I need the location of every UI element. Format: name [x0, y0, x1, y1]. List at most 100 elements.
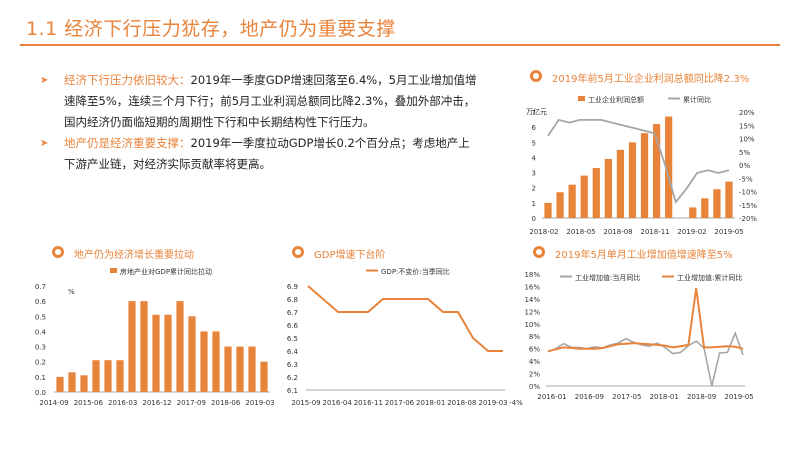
y-tick-label: 6.5	[287, 335, 298, 343]
x-tick-label: 2019-05	[724, 393, 753, 401]
x-tick-label: 2016-12	[142, 399, 171, 407]
x-tick-label: 2018-08	[603, 228, 632, 236]
realestate-bar	[152, 314, 160, 392]
realestate-bar	[248, 346, 256, 392]
chart-realestate: % 房地产业对GDP累计同比拉动 0.7 0.6 0.5 0.4 0.3 0.2 0.1 0.0 2…	[35, 267, 275, 407]
profit-bar	[556, 192, 564, 218]
chart-bullet-icon	[292, 246, 304, 258]
x-tick-label: 2014-09	[39, 399, 68, 407]
left-unit-label: 万亿元	[526, 107, 547, 116]
legend-label: GDP:不变价:当季同比	[381, 267, 450, 276]
profit-bar	[628, 142, 637, 218]
realestate-bar	[56, 376, 64, 392]
arrow-icon: ➤	[40, 138, 49, 149]
profit-bar	[604, 158, 612, 218]
x-tick-label: 2019-03	[478, 399, 507, 407]
y-tick-label: 7	[532, 109, 536, 117]
x-tick-label: 2018-02	[529, 228, 558, 236]
arrow-icon: ➤	[40, 75, 49, 86]
realestate-bar	[68, 372, 76, 392]
chart-gdp: GDP:不变价:当季同比 6.9 6.8 6.7 6.6 6.5 6.4 6.3 6.2 6.1 2…	[287, 267, 523, 407]
y-tick-label: 6.7	[287, 309, 298, 317]
legend-label: 工业增加值:累计同比	[677, 273, 742, 282]
gdp-line	[307, 285, 503, 352]
y-tick-label: 4%	[529, 358, 540, 366]
x-tick-label: 2018-05	[566, 228, 595, 236]
y2-tick-label: 10%	[739, 136, 755, 144]
profit-bar	[568, 184, 576, 218]
x-tick-label: 2018-11	[640, 228, 669, 236]
x-tick-label: 2019-02	[677, 228, 706, 236]
bullet-text: 2019年一季度拉动GDP增长0.2个百分点；考虑地产上下游产业链，对经济实际贡…	[64, 136, 470, 171]
y-tick-label: 5	[532, 139, 536, 147]
realestate-bar	[140, 301, 148, 392]
realestate-bar	[164, 314, 172, 392]
x-tick-label: 2018-08	[447, 399, 476, 407]
y-tick-label: 0.5	[35, 313, 46, 321]
realestate-bar	[128, 301, 136, 392]
x-tick-label: 2016-04	[323, 399, 353, 407]
industry-series-line	[547, 330, 744, 387]
chart-bullet-icon	[533, 246, 545, 258]
x-tick-label: 2018-09	[687, 393, 716, 401]
y-tick-label: 0.3	[35, 344, 46, 352]
chart-bullet-icon	[52, 246, 64, 258]
y-tick-label: 3	[532, 170, 536, 178]
realestate-bar	[188, 316, 196, 392]
y-tick-label: 6.2	[287, 374, 298, 382]
legend-swatch-bar	[110, 268, 117, 273]
yoy-line	[547, 118, 730, 205]
y-tick-label: 6	[532, 124, 537, 132]
chart-title-gdp: GDP增速下台阶	[314, 250, 386, 261]
right-edge-label: -4%	[509, 399, 523, 407]
x-tick-label: 2019-03	[245, 399, 274, 407]
chart-title-profit: 2019年前5月工业企业利润总额同比降2.3%	[552, 74, 750, 85]
profit-bar	[592, 168, 600, 218]
chart-profit: 万亿元 工业企业利润总额 累计同比 7 6 5 4 3 2 1 0 20% 15% 10% 5% 0% -5% -…	[526, 95, 757, 236]
bullet-highlight: 地产仍是经济重要支撑：	[64, 136, 191, 150]
title-underline	[20, 44, 780, 46]
page-title: 1.1 经济下行压力犹存，地产仍为重要支撑	[26, 18, 396, 40]
x-tick-label: 2017-06	[385, 399, 415, 407]
profit-bar	[640, 133, 649, 218]
y-tick-label: 6.3	[287, 361, 298, 369]
realestate-bar	[116, 360, 124, 392]
y-tick-label: 0.1	[35, 374, 46, 382]
x-tick-label: 2015-06	[74, 399, 104, 407]
realestate-bar	[80, 375, 88, 392]
x-tick-label: 2017-05	[612, 393, 641, 401]
y-tick-label: 0%	[529, 383, 540, 391]
y-tick-label: 2	[532, 185, 536, 193]
bullet-text: 2019年一季度GDP增速回落至6.4%，5月工业增加值增速降至5%，连续三个月…	[64, 73, 477, 129]
x-tick-label: 2016-11	[354, 399, 383, 407]
legend-swatch-bar	[578, 96, 585, 101]
profit-bar	[544, 202, 552, 218]
profit-bar	[616, 149, 625, 218]
profit-bar	[701, 198, 709, 218]
y2-tick-label: 20%	[739, 109, 755, 117]
title-bar: 1.1 经济下行压力犹存，地产仍为重要支撑	[0, 0, 800, 46]
profit-bar	[652, 124, 661, 218]
y2-tick-label: 15%	[739, 122, 755, 130]
bullet-list: ➤ 经济下行压力依旧较大：2019年一季度GDP增速回落至6.4%，5月工业增加…	[40, 70, 480, 175]
legend-label: 房地产业对GDP累计同比拉动	[120, 267, 212, 276]
y2-tick-label: -10%	[739, 189, 757, 197]
legend-label: 工业企业利润总额	[588, 95, 644, 104]
y-tick-label: 4	[532, 154, 537, 162]
y-tick-label: 6.4	[287, 348, 299, 356]
realestate-bar	[104, 360, 112, 392]
x-tick-label: 2017-09	[177, 399, 206, 407]
x-tick-label: 2018-06	[211, 399, 241, 407]
chart-industry: 工业增加值:当月同比 工业增加值:累计同比 18% 16% 14% 12% 10% 8% 6% 4…	[524, 271, 753, 401]
y-tick-label: 0	[532, 215, 536, 223]
y-tick-label: 0.6	[35, 298, 47, 306]
bullet-realestate: ➤ 地产仍是经济重要支撑：2019年一季度拉动GDP增长0.2个百分点；考虑地产…	[40, 133, 480, 175]
y-tick-label: 16%	[524, 283, 540, 291]
unit-label: %	[68, 288, 75, 296]
industry-series-line	[547, 288, 744, 353]
y-tick-label: 14%	[524, 296, 540, 304]
y2-tick-label: -15%	[739, 202, 757, 210]
y2-tick-label: -5%	[739, 175, 753, 183]
realestate-bar	[260, 361, 268, 392]
x-tick-label: 2018-01	[416, 399, 445, 407]
